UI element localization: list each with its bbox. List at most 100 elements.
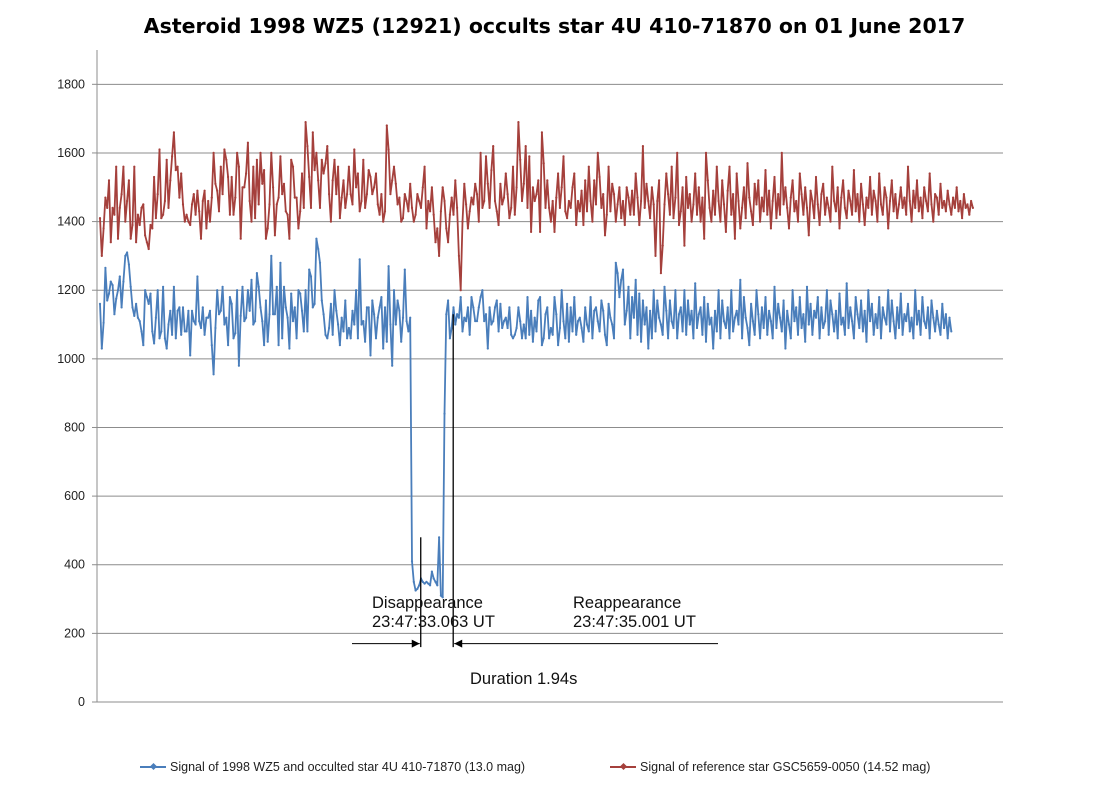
data-point: [275, 285, 278, 288]
data-point: [903, 196, 906, 199]
data-point: [448, 337, 451, 340]
data-point: [849, 306, 852, 309]
data-point: [778, 316, 782, 319]
data-point: [573, 172, 576, 175]
data-point: [309, 275, 313, 278]
data-point: [234, 332, 237, 335]
data-point: [842, 316, 845, 319]
data-point: [425, 580, 428, 584]
data-point: [349, 337, 352, 340]
data-point: [282, 285, 286, 288]
data-point: [322, 172, 325, 175]
data-point: [255, 158, 258, 161]
data-point: [517, 306, 520, 309]
data-point: [925, 326, 928, 330]
data-point: [773, 285, 776, 288]
data-point: [432, 213, 435, 216]
data-point: [306, 145, 309, 148]
data-point: [638, 292, 641, 295]
data-point: [775, 217, 778, 220]
data-point: [127, 179, 130, 182]
data-point: [872, 189, 875, 192]
duration-label: Duration 1.94s: [470, 670, 578, 688]
data-point: [254, 320, 257, 323]
data-point: [98, 302, 102, 305]
data-point: [259, 151, 262, 154]
data-point: [308, 175, 311, 179]
data-point: [728, 337, 731, 340]
data-point: [679, 306, 682, 309]
data-point: [699, 220, 702, 223]
y-tick-label: 0: [78, 695, 85, 709]
data-point: [250, 278, 253, 281]
data-point: [438, 254, 441, 257]
data-point: [560, 186, 563, 189]
data-point: [634, 278, 637, 281]
data-point: [481, 289, 484, 292]
data-point: [461, 220, 464, 223]
data-point: [910, 220, 913, 223]
data-point: [820, 306, 823, 309]
chart-title: Asteroid 1998 WZ5 (12921) occults star 4…: [143, 14, 966, 38]
data-point: [686, 299, 690, 302]
data-point: [834, 210, 838, 213]
data-point: [575, 223, 578, 227]
data-point: [109, 280, 112, 283]
data-point: [362, 320, 365, 323]
data-point: [789, 337, 792, 340]
data-point: [365, 306, 368, 309]
y-tick-label: 1800: [57, 77, 85, 91]
data-point: [811, 199, 814, 203]
data-point: [248, 199, 251, 203]
data-point: [396, 203, 399, 206]
data-point: [553, 230, 556, 233]
data-point: [356, 337, 359, 340]
data-point: [548, 337, 551, 340]
data-point: [964, 206, 967, 209]
data-point: [854, 210, 857, 213]
data-point: [167, 206, 170, 209]
data-point: [185, 330, 188, 333]
data-point: [270, 151, 273, 154]
data-point: [158, 337, 161, 340]
data-point: [429, 210, 432, 213]
data-point: [169, 179, 172, 182]
data-point: [530, 309, 533, 312]
data-point: [831, 313, 834, 316]
y-tick-label: 1400: [57, 215, 85, 229]
data-point: [605, 213, 608, 216]
data-point: [225, 316, 228, 319]
data-point: [677, 223, 681, 227]
data-point: [398, 196, 401, 199]
data-point: [694, 282, 697, 285]
data-point: [697, 313, 700, 316]
data-point: [755, 289, 758, 292]
data-point: [171, 155, 174, 158]
data-point: [212, 151, 215, 154]
data-point: [329, 220, 332, 223]
data-point: [227, 175, 230, 179]
data-point: [784, 347, 787, 350]
data-point: [759, 337, 762, 340]
data-point: [751, 320, 755, 323]
data-point: [905, 320, 908, 323]
data-point: [750, 210, 753, 213]
data-point: [842, 179, 845, 182]
data-point: [511, 165, 515, 168]
data-point: [199, 326, 203, 330]
data-point: [320, 158, 323, 161]
data-point: [744, 316, 747, 319]
data-point: [804, 340, 807, 343]
data-point: [266, 227, 269, 230]
data-point: [116, 289, 120, 292]
data-point: [178, 196, 181, 199]
data-point: [257, 285, 260, 288]
data-point: [180, 172, 183, 175]
data-point: [281, 193, 284, 196]
data-point: [908, 330, 911, 333]
data-point: [713, 309, 717, 312]
data-point: [223, 323, 226, 326]
data-point: [751, 223, 755, 227]
data-point: [295, 337, 298, 340]
data-point: [212, 373, 215, 376]
